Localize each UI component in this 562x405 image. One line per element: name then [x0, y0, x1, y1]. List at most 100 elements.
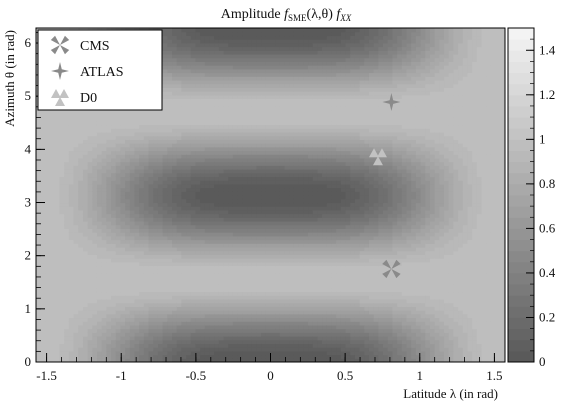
heatmap-cell	[232, 261, 239, 267]
heatmap-cell	[101, 261, 107, 267]
heatmap-cell	[232, 328, 239, 333]
heatmap-cell	[78, 354, 84, 359]
heatmap-cell	[228, 287, 234, 293]
heatmap-cell	[270, 195, 276, 200]
heatmap-cell	[78, 272, 84, 278]
heatmap-cell	[279, 183, 286, 189]
heatmap-cell	[289, 57, 295, 62]
heatmap-cell	[200, 79, 206, 85]
heatmap-cell	[134, 191, 140, 196]
heatmap-cell	[181, 165, 187, 170]
heatmap-cell	[176, 65, 182, 70]
heatmap-cell	[45, 161, 51, 166]
heatmap-cell	[87, 217, 93, 222]
heatmap-cell	[181, 46, 187, 51]
heatmap-cell	[73, 246, 79, 252]
heatmap-cell	[279, 206, 286, 211]
heatmap-cell	[279, 343, 286, 348]
heatmap-cell	[139, 228, 145, 233]
heatmap-cell	[181, 272, 187, 278]
heatmap-cell	[200, 209, 206, 215]
heatmap-cell	[251, 295, 258, 300]
heatmap-cell	[195, 135, 201, 140]
heatmap-cell	[111, 157, 117, 163]
heatmap-cell	[223, 317, 229, 322]
heatmap-cell	[237, 202, 243, 207]
heatmap-cell	[275, 117, 281, 122]
heatmap-cell	[218, 102, 225, 107]
heatmap-cell	[157, 246, 164, 252]
heatmap-cell	[200, 310, 206, 315]
heatmap-cell	[153, 206, 159, 211]
heatmap-cell	[45, 139, 51, 144]
heatmap-cell	[247, 120, 253, 126]
heatmap-cell	[186, 258, 192, 263]
heatmap-cell	[68, 217, 75, 222]
heatmap-cell	[143, 261, 150, 267]
heatmap-cell	[172, 280, 178, 285]
heatmap-cell	[256, 347, 262, 352]
heatmap-cell	[289, 217, 295, 222]
heatmap-cell	[256, 128, 262, 133]
heatmap-cell	[204, 272, 211, 278]
heatmap-cell	[204, 135, 211, 140]
heatmap-cell	[96, 195, 103, 200]
heatmap-cell	[50, 343, 56, 348]
heatmap-cell	[265, 291, 272, 296]
heatmap-cell	[36, 131, 42, 137]
heatmap-cell	[232, 53, 239, 59]
heatmap-cell	[275, 347, 281, 352]
heatmap-cell	[247, 332, 253, 337]
heatmap-cell	[96, 154, 103, 159]
heatmap-cell	[200, 246, 206, 252]
heatmap-cell	[289, 42, 295, 48]
heatmap-cell	[111, 354, 117, 359]
heatmap-cell	[209, 350, 215, 356]
heatmap-cell	[101, 243, 107, 248]
heatmap-cell	[64, 358, 70, 362]
heatmap-cell	[186, 154, 192, 159]
heatmap-cell	[73, 317, 79, 322]
heatmap-cell	[40, 120, 46, 126]
heatmap-cell	[172, 146, 178, 152]
heatmap-cell	[200, 272, 206, 278]
heatmap-cell	[125, 321, 131, 326]
heatmap-cell	[153, 310, 159, 315]
heatmap-cell	[265, 195, 272, 200]
heatmap-cell	[92, 124, 98, 129]
heatmap-cell	[209, 321, 215, 326]
heatmap-cell	[279, 109, 286, 114]
heatmap-cell	[162, 261, 168, 267]
heatmap-cell	[120, 306, 126, 311]
heatmap-cell	[36, 172, 42, 178]
heatmap-cell	[73, 280, 79, 285]
heatmap-cell	[256, 287, 262, 293]
heatmap-cell	[40, 287, 46, 293]
heatmap-cell	[68, 347, 75, 352]
heatmap-cell	[125, 313, 131, 319]
heatmap-cell	[153, 135, 159, 140]
heatmap-cell	[247, 235, 253, 241]
heatmap-cell	[176, 172, 182, 178]
heatmap-cell	[289, 50, 295, 55]
heatmap-cell	[181, 146, 187, 152]
heatmap-cell	[50, 317, 56, 322]
heatmap-cell	[106, 235, 112, 241]
heatmap-cell	[209, 347, 215, 352]
heatmap-cell	[54, 143, 61, 148]
heatmap-cell	[228, 157, 234, 163]
heatmap-cell	[261, 98, 267, 103]
heatmap-cell	[232, 146, 239, 152]
heatmap-cell	[181, 57, 187, 62]
heatmap-cell	[120, 224, 126, 229]
heatmap-cell	[232, 157, 239, 163]
heatmap-cell	[50, 246, 56, 252]
heatmap-cell	[162, 209, 168, 215]
heatmap-cell	[204, 42, 211, 48]
heatmap-cell	[106, 198, 112, 204]
heatmap-cell	[120, 202, 126, 207]
heatmap-cell	[190, 246, 197, 252]
heatmap-cell	[50, 235, 56, 241]
heatmap-cell	[36, 291, 42, 296]
heatmap-cell	[162, 213, 168, 218]
